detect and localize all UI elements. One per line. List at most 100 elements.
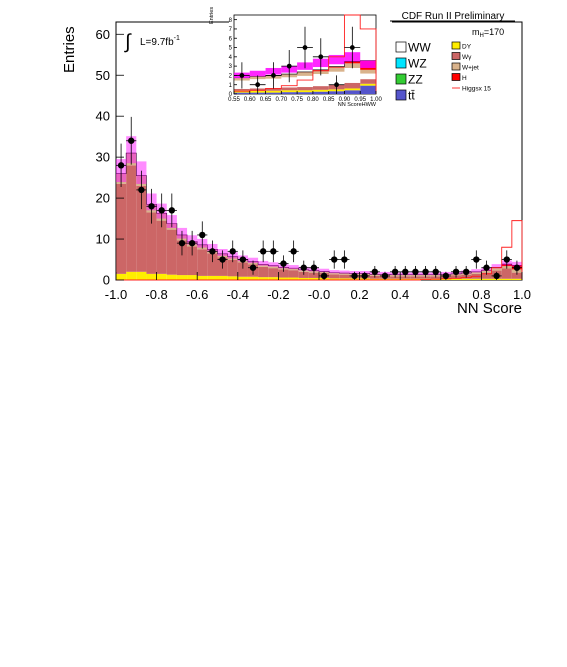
main-data-points	[116, 116, 522, 280]
mass-value: =170	[484, 27, 504, 37]
inset-band-1	[249, 70, 266, 77]
main-bar-dy-11	[227, 276, 238, 280]
inset-plot: 0.55 0.60 0.65 0.70 0.75 0.80 0.85 0.90 0.95 1.00…	[209, 4, 392, 108]
main-bar-wjet-21	[329, 272, 340, 275]
main-x-tick-label-2: -0.6	[186, 287, 208, 302]
main-bar-wjet-35	[471, 271, 482, 274]
main-bar-w-11	[227, 259, 238, 277]
main-data-point-35	[473, 256, 480, 263]
integral-symbol: ∫	[124, 31, 132, 53]
main-bar-dy-2	[136, 271, 147, 280]
main-data-point-2	[138, 186, 145, 194]
main-bar-w-3	[146, 212, 157, 274]
main-data-point-34	[462, 268, 470, 276]
legend-label-0: WW	[408, 41, 431, 55]
main-bar-dy-3	[146, 273, 157, 280]
main-data-point-30	[422, 268, 429, 276]
inset-bar-w-2	[265, 87, 282, 91]
main-data-point-9	[209, 248, 216, 255]
inset-x-axis-label: NN ScoreHWW	[338, 102, 377, 108]
main-bar-dy-5	[166, 274, 177, 280]
legend-swatch-4	[451, 41, 461, 50]
main-data-point-28	[402, 268, 409, 276]
main-bar-dy-10	[217, 275, 228, 280]
inset-x-tick-label-3: 0.70	[275, 97, 287, 103]
inset-bar-ww-3	[281, 77, 298, 88]
main-x-tick-label-1: -0.8	[145, 287, 167, 302]
main-bar-dy-34	[461, 278, 472, 280]
main-y-tick-label-0: 0	[103, 273, 110, 288]
legend-swatch-7	[451, 73, 461, 81]
inset-y-tick-label-8: 8	[229, 18, 233, 24]
inset-bar-dy-0	[234, 90, 250, 93]
inset-bar-dy-2	[265, 90, 282, 93]
main-data-point-10	[219, 256, 226, 263]
main-bar-w-7	[187, 246, 198, 276]
inset-y-axis: 0 1 2 3 4 5 6 7 8	[229, 18, 237, 98]
main-band-15	[268, 262, 279, 267]
main-bar-w-0	[116, 183, 127, 274]
main-data-point-6	[178, 239, 186, 247]
main-bar-w-15	[268, 268, 279, 278]
main-data-point-0	[117, 162, 125, 169]
main-bar-w-18	[298, 271, 309, 278]
main-x-tick-label-5: -0.0	[308, 287, 330, 302]
main-bar-w-19	[308, 272, 319, 278]
inset-bar-tt-4	[297, 92, 313, 94]
inset-x-axis: 0.55 0.60 0.65 0.70 0.75 0.80 0.85 0.90 0.95 1.00	[228, 91, 382, 103]
inset-bar-dy-4	[297, 90, 313, 93]
main-band-13	[247, 257, 259, 264]
main-y-tick-label-6: 60	[96, 27, 110, 42]
main-bar-w-8	[197, 249, 208, 276]
main-band-21	[329, 270, 340, 274]
legend-label-5: Wγ	[462, 54, 472, 61]
main-y-tick-label-1: 10	[96, 232, 110, 247]
legend-swatch-0	[395, 41, 407, 53]
main-data-point-22	[341, 256, 348, 263]
inset-bar-w-0	[234, 88, 250, 91]
main-bar-wjet-17	[288, 268, 299, 271]
inset-bar-ww-5	[312, 74, 329, 87]
main-bar-dy-29	[410, 278, 421, 280]
main-y-tick-label-2: 20	[96, 191, 110, 206]
main-bar-dy-12	[237, 276, 248, 280]
main-x-tick-label-10: 1.0	[513, 287, 531, 302]
main-data-point-26	[381, 272, 389, 280]
legend-label-2: ZZ	[408, 73, 423, 87]
inset-data-point-3	[286, 63, 292, 69]
main-data-point-14	[259, 248, 267, 255]
main-bar-w-21	[329, 274, 340, 279]
inset-y-tick-label-5: 5	[229, 46, 233, 52]
luminosity-exponent: -1	[174, 35, 180, 42]
main-data-point-4	[158, 207, 165, 214]
main-data-point-1	[128, 137, 135, 144]
mass-prefix: m	[472, 27, 480, 37]
inset-band-8	[360, 60, 376, 68]
main-x-tick-label-3: -0.4	[227, 287, 249, 302]
main-bar-w-39	[511, 272, 522, 279]
main-data-point-8	[199, 231, 206, 239]
main-data-point-19	[310, 264, 318, 271]
main-x-tick-label-4: -0.2	[267, 287, 289, 302]
main-bar-wjet-14	[258, 264, 269, 267]
inset-bar-w-3	[281, 87, 298, 91]
main-data-point-21	[331, 256, 338, 263]
main-bar-dy-22	[339, 278, 350, 280]
inset-bar-wjet-4	[297, 72, 313, 76]
main-bar-dy-8	[197, 275, 208, 280]
inset-bar-wjet-6	[328, 67, 345, 72]
inset-bar-tt-8	[360, 85, 376, 94]
inset-x-tick-label-6: 0.85	[323, 97, 335, 103]
inset-y-tick-label-1: 1	[229, 83, 233, 89]
main-data-point-31	[432, 268, 439, 276]
main-bar-w-5	[166, 229, 177, 275]
main-data-point-32	[442, 272, 450, 280]
main-bar-dy-18	[298, 277, 309, 280]
main-bar-dy-21	[329, 278, 340, 280]
legend-label-4: DY	[462, 44, 472, 51]
inset-higgs-x15	[234, 14, 377, 94]
main-bar-w-1	[126, 165, 137, 272]
main-bar-dy-14	[258, 277, 269, 280]
main-data-point-39	[513, 264, 521, 271]
inset-bar-w-7	[344, 82, 361, 89]
